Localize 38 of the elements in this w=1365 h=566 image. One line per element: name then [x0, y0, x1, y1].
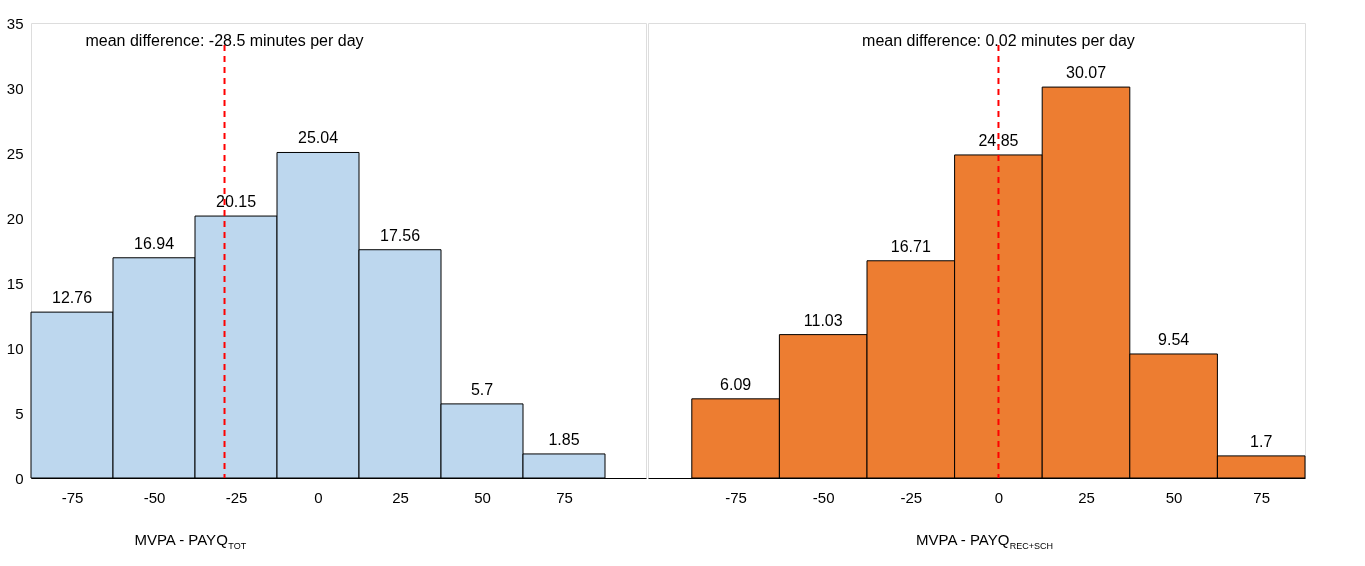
y-tick-label: 10 [6, 339, 24, 357]
x-tick-label: -75 [61, 488, 84, 506]
ref-line-label: mean difference: 0.02 minutes per day [862, 32, 1135, 49]
data-label: 6.09 [720, 375, 752, 393]
data-label: 1.85 [548, 430, 580, 448]
data-label: 17.56 [379, 226, 421, 244]
x-tick-label: -75 [725, 488, 747, 506]
x-tick-label: -50 [812, 488, 835, 506]
data-label: 11.03 [803, 311, 843, 329]
x-tick-label: 50 [1165, 488, 1183, 506]
x-tick-label: 75 [1253, 488, 1271, 506]
data-label: 30.07 [1065, 64, 1107, 82]
x-tick-label: 0 [314, 488, 323, 506]
x-tick-label: 50 [474, 488, 491, 506]
y-tick-label: 35 [6, 14, 24, 32]
data-label: 9.54 [1158, 330, 1190, 348]
data-label: 24.85 [978, 131, 1019, 149]
x-tick-label: -25 [900, 488, 923, 506]
ref-line-label: mean difference: -28.5 minutes per day [85, 32, 364, 49]
x-tick-label: 25 [1078, 488, 1095, 506]
x-tick-label: 75 [556, 488, 573, 506]
x-tick-label: -50 [143, 488, 166, 506]
data-label: 16.71 [890, 237, 931, 255]
data-label: 12.76 [51, 289, 93, 307]
y-tick-label: 15 [6, 274, 24, 292]
x-tick-label: 0 [994, 488, 1004, 506]
y-tick-label: 25 [6, 144, 24, 162]
y-tick-label: 0 [15, 469, 24, 487]
y-tick-label: 5 [15, 404, 24, 422]
x-tick-label: -25 [225, 488, 248, 506]
data-label: 25.04 [297, 129, 339, 147]
data-label: 20.15 [215, 193, 257, 211]
y-tick-label: 20 [6, 209, 24, 227]
y-tick-label: 30 [6, 79, 24, 97]
data-label: 1.7 [1250, 432, 1273, 450]
data-label: 16.94 [133, 234, 175, 252]
x-tick-label: 25 [392, 488, 409, 506]
data-label: 5.7 [470, 380, 494, 398]
